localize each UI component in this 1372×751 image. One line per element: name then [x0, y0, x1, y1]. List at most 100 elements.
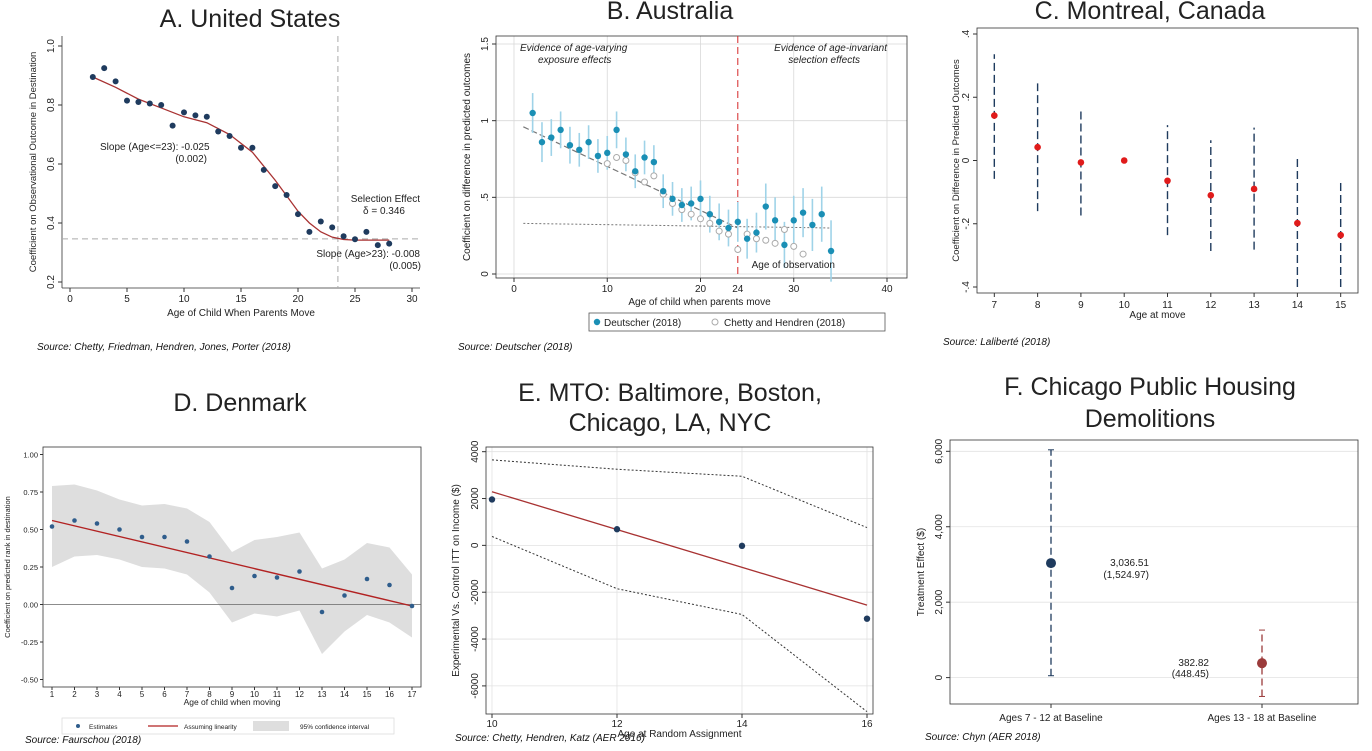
f-label-young: 3,036.51 — [1110, 558, 1149, 569]
e-frame — [485, 446, 874, 715]
b-point-deutscher — [557, 126, 564, 134]
b-y-tick-label: 1 — [480, 117, 491, 123]
d-point — [162, 534, 167, 540]
d-ci-band — [52, 484, 412, 654]
b-point-deutscher — [753, 229, 760, 236]
a-point — [112, 78, 119, 85]
c-x-tick-label: 11 — [1162, 300, 1173, 311]
b-point-deutscher — [725, 224, 732, 232]
a-y-tick-label: 0.4 — [46, 216, 57, 230]
a-point — [146, 100, 153, 107]
a-point — [317, 218, 324, 225]
b-point-chetty — [715, 227, 723, 235]
b-point-deutscher — [576, 146, 583, 153]
b-point-deutscher — [538, 138, 546, 146]
f-y-tick-label: 0 — [934, 674, 945, 680]
e-y-tick-label: -6000 — [470, 673, 481, 699]
a-point — [295, 211, 301, 218]
d-point — [342, 593, 347, 598]
c-point — [1207, 191, 1215, 199]
d-y-tick-label: 0.25 — [23, 563, 38, 572]
d-x-tick-label: 2 — [72, 690, 77, 699]
c-x-tick-label: 12 — [1205, 300, 1217, 311]
a-x-tick-label: 15 — [235, 294, 247, 305]
b-annotation-left-1: Evidence of age-varying — [520, 43, 628, 54]
b-annotation-right-2: selection effects — [788, 55, 860, 66]
a-y-tick-label: 0.6 — [46, 157, 57, 171]
d-x-tick-label: 13 — [318, 690, 327, 699]
d-x-tick-label: 3 — [95, 690, 100, 699]
d-point — [94, 521, 100, 526]
a-point — [340, 233, 347, 240]
f-label-old: 382.82 — [1178, 658, 1209, 669]
d-y-tick-label: 0.00 — [23, 601, 38, 610]
b-point-deutscher — [650, 158, 658, 166]
d-y-tick-label: 0.75 — [23, 488, 38, 497]
c-y-axis-label: Coefficient on Difference in Predicted O… — [951, 59, 962, 262]
c-point — [991, 112, 998, 119]
c-x-tick-label: 15 — [1335, 300, 1347, 311]
e-x-axis-label: Age at Random Assignment — [618, 729, 742, 740]
a-annotation-slope-right-se: (0.005) — [389, 261, 421, 272]
d-point — [229, 585, 235, 591]
d-point — [117, 527, 122, 532]
e-point — [738, 542, 746, 550]
d-legend-label-estimates: Estimates — [89, 724, 118, 731]
c-x-tick-label: 7 — [992, 300, 998, 311]
b-point-chetty — [603, 160, 611, 168]
e-x-tick-label: 12 — [611, 719, 623, 730]
b-x-axis-label: Age of child when parents move — [628, 297, 771, 308]
b-annotation-right-1: Evidence of age-invariant — [774, 43, 888, 54]
a-point — [249, 144, 256, 151]
d-point — [387, 582, 392, 588]
b-point-deutscher — [762, 203, 769, 210]
title-a: A. United States — [159, 5, 341, 33]
e-y-tick-label: 2000 — [470, 487, 481, 510]
b-y-tick-label: 1.5 — [480, 37, 491, 51]
b-x-tick-label: 30 — [788, 284, 800, 295]
a-annotation-selection: Selection Effect — [351, 194, 421, 205]
a-point — [101, 65, 108, 72]
a-point — [169, 122, 176, 129]
b-point-deutscher — [790, 217, 797, 224]
a-point — [386, 240, 393, 247]
b-point-deutscher — [743, 235, 751, 242]
b-point-deutscher — [548, 134, 555, 141]
c-point — [1294, 219, 1301, 227]
d-legend-marker-ci — [253, 721, 289, 731]
e-y-tick-label: -4000 — [470, 626, 481, 652]
b-x-tick-label: 20 — [695, 284, 707, 295]
f-point — [1046, 558, 1056, 569]
c-x-tick-label: 8 — [1035, 300, 1041, 311]
c-point — [1034, 143, 1041, 151]
a-annotation-slope-left: Slope (Age<=23): -0.025 — [100, 142, 210, 153]
a-point — [89, 73, 96, 80]
c-point — [1120, 157, 1128, 164]
d-point — [207, 554, 212, 559]
d-point — [319, 609, 325, 615]
a-point — [283, 191, 290, 198]
e-y-tick-label: -2000 — [470, 579, 481, 605]
b-frame — [495, 35, 908, 279]
d-x-tick-label: 7 — [185, 690, 190, 699]
d-legend-marker-estimates — [76, 724, 80, 728]
d-y-tick-label: 1.00 — [23, 451, 38, 460]
title-e-line2: Chicago, LA, NYC — [568, 409, 772, 437]
c-x-tick-label: 14 — [1292, 300, 1304, 311]
d-fit-line — [51, 519, 413, 607]
b-point-deutscher — [734, 218, 741, 226]
e-x-tick-label: 14 — [736, 719, 748, 730]
a-x-tick-label: 20 — [292, 294, 304, 305]
c-y-tick-label: 0 — [961, 157, 972, 163]
b-point-deutscher — [622, 151, 630, 158]
d-x-tick-label: 17 — [408, 690, 417, 699]
d-point — [274, 575, 280, 580]
c-y-tick-label: .4 — [961, 29, 972, 38]
a-x-tick-label: 10 — [178, 294, 190, 305]
d-x-tick-label: 6 — [162, 690, 167, 699]
a-point — [363, 228, 370, 235]
b-point-deutscher — [781, 241, 788, 249]
b-point-chetty — [734, 245, 742, 253]
a-x-tick-label: 25 — [349, 294, 361, 305]
